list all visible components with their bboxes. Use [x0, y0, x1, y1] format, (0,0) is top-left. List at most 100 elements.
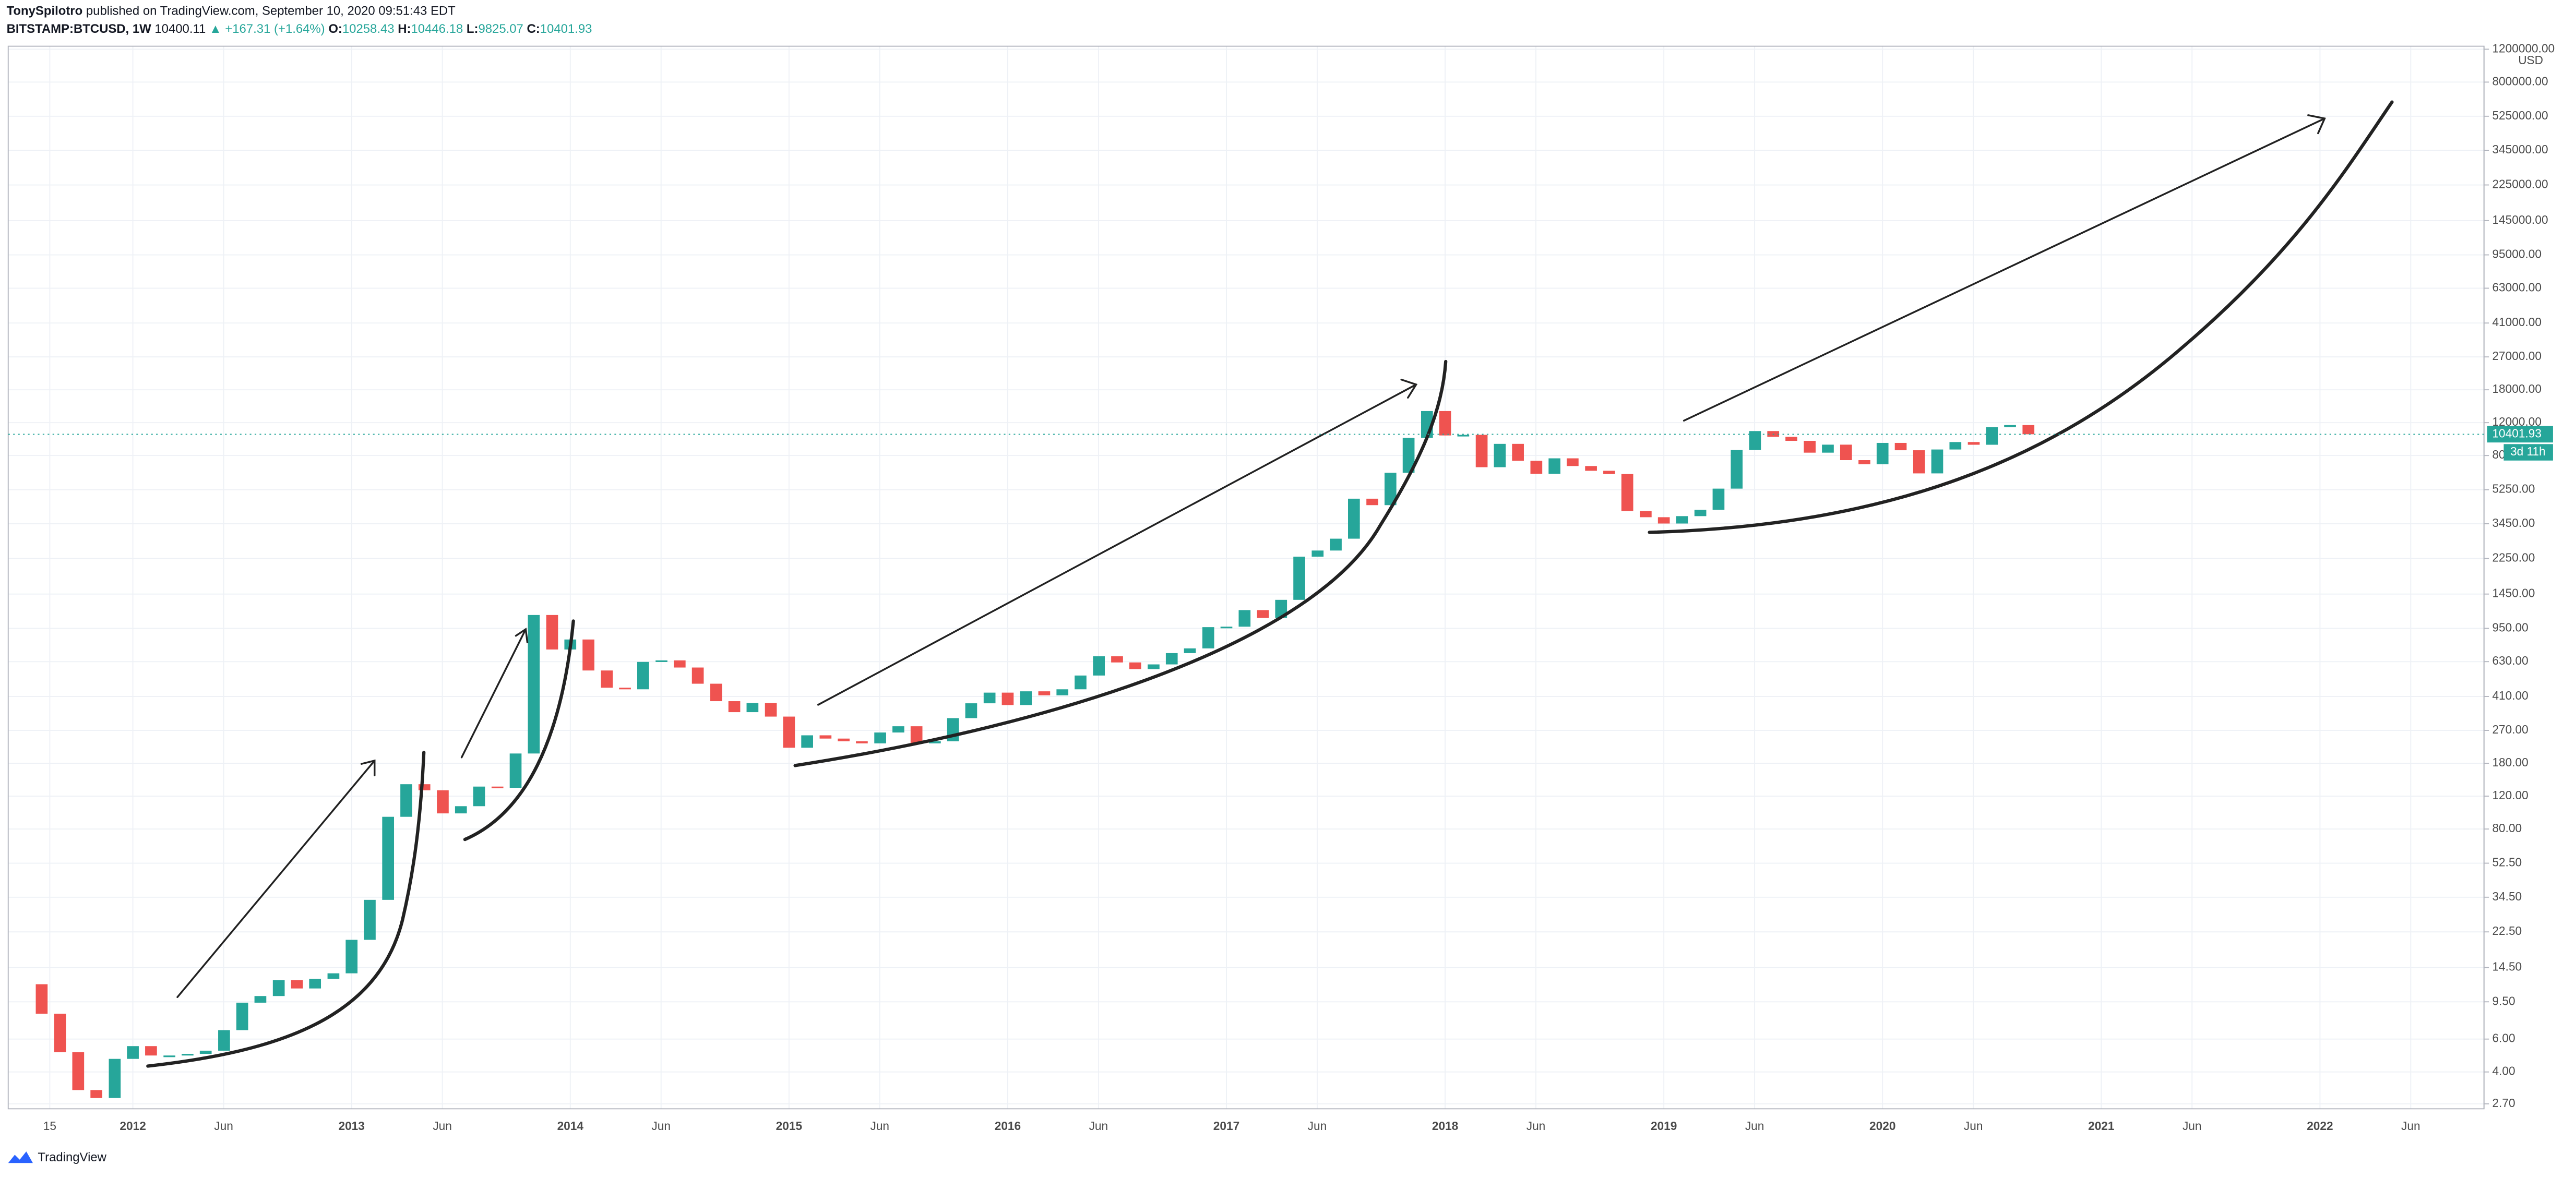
y-tick-label: 225000.00: [2492, 177, 2548, 191]
y-tick-label: 34.50: [2492, 889, 2522, 903]
x-tick-label: Jun: [2183, 1119, 2202, 1133]
candle-body: [1402, 438, 1415, 473]
x-tick-label: 2012: [120, 1119, 146, 1133]
candle-body: [1657, 517, 1670, 524]
arrow: [176, 759, 376, 998]
y-tick-label: 52.50: [2492, 856, 2522, 869]
candle-body: [1548, 458, 1560, 474]
candle-body: [345, 940, 358, 973]
candle-body: [1822, 444, 1834, 453]
candle-body: [364, 899, 376, 940]
y-tick-label: 27000.00: [2492, 349, 2542, 363]
y-tick-label: 41000.00: [2492, 315, 2542, 329]
c-value: 10401.93: [540, 22, 592, 36]
candle-body: [455, 806, 467, 814]
y-tick-label: 63000.00: [2492, 280, 2542, 294]
h-label: H:: [398, 22, 411, 36]
curve: [793, 359, 1448, 767]
y-tick-label: 630.00: [2492, 654, 2528, 667]
x-tick-label: 15: [43, 1119, 56, 1133]
candle-body: [1913, 450, 1925, 474]
x-tick-label: Jun: [1526, 1119, 1546, 1133]
candle-body: [728, 701, 741, 713]
candle-body: [437, 790, 449, 814]
candle-body: [1986, 427, 1998, 445]
l-label: L:: [467, 22, 479, 36]
x-tick-label: Jun: [651, 1119, 671, 1133]
l-value: 9825.07: [478, 22, 523, 36]
candle-body: [673, 660, 686, 668]
candle-body: [90, 1090, 102, 1098]
candle-body: [746, 703, 759, 713]
y-tick-label: 4.00: [2492, 1064, 2515, 1078]
last-price-label: 10401.93: [2492, 426, 2542, 440]
candle-body: [1785, 437, 1797, 441]
candle-body: [1056, 689, 1069, 695]
publisher: TonySpilotro: [7, 4, 83, 18]
candle-body: [1038, 691, 1051, 695]
candle-body: [838, 738, 850, 741]
candle-body: [109, 1059, 121, 1098]
y-tick-label: 9.50: [2492, 994, 2515, 1007]
y-tick-label: 2250.00: [2492, 550, 2535, 564]
arrow: [1683, 114, 2326, 422]
candle-body: [1603, 471, 1615, 474]
x-tick-label: Jun: [1964, 1119, 1983, 1133]
grid: [8, 46, 2484, 1109]
candle-body: [1220, 627, 1233, 629]
y-tick-label: 120.00: [2492, 788, 2528, 802]
candle-body: [1494, 443, 1506, 467]
candle-body: [418, 784, 431, 790]
candle-body: [1129, 662, 1141, 669]
candle-body: [1202, 627, 1214, 648]
candle-body: [1712, 488, 1725, 510]
candle-body: [528, 615, 540, 754]
arrow: [817, 378, 1418, 706]
y-tick-label: 22.50: [2492, 924, 2522, 937]
candle-body: [637, 662, 649, 690]
y-tick-label: 95000.00: [2492, 247, 2542, 261]
countdown: 3d 11h: [2510, 444, 2546, 458]
x-tick-label: Jun: [1745, 1119, 1764, 1133]
arrow: [460, 628, 529, 759]
candle-body: [1257, 610, 1269, 618]
curve: [146, 751, 426, 1068]
candle-body: [819, 735, 832, 739]
y-tick-label: 145000.00: [2492, 213, 2548, 226]
candle-body: [1530, 461, 1543, 474]
y-tick-label: 1200000.00: [2492, 41, 2555, 55]
candle-body: [892, 726, 904, 733]
candle-body: [710, 683, 722, 702]
x-tick-label: 2015: [776, 1119, 802, 1133]
candle-body: [1858, 460, 1870, 464]
y-tick-label: 1450.00: [2492, 586, 2535, 600]
y-tick-label: 180.00: [2492, 755, 2528, 769]
currency: USD: [2518, 53, 2543, 67]
candle-body: [856, 741, 868, 743]
candle-body: [163, 1055, 175, 1057]
candle-body: [1512, 443, 1524, 461]
candle-body: [473, 786, 485, 807]
y-tick-label: 2.70: [2492, 1096, 2515, 1110]
x-tick-label: Jun: [2401, 1119, 2420, 1133]
candle-body: [1894, 442, 1907, 451]
curve: [463, 619, 575, 842]
candle-body: [1694, 510, 1707, 516]
candle-body: [1075, 675, 1087, 690]
candle-body: [254, 996, 267, 1003]
x-tick-label: 2018: [1432, 1119, 1458, 1133]
candle-body: [1020, 691, 1032, 705]
candle-body: [1967, 442, 1980, 445]
candle-body: [509, 753, 522, 788]
published-text: published on TradingView.com, September …: [86, 4, 456, 18]
candle-body: [1148, 664, 1160, 669]
o-label: O:: [328, 22, 342, 36]
candle-body: [145, 1046, 157, 1056]
y-tick-label: 410.00: [2492, 689, 2528, 702]
candle-body: [1384, 473, 1397, 506]
o-value: 10258.43: [342, 22, 395, 36]
curve: [1648, 100, 2394, 534]
candle-body: [1311, 550, 1324, 557]
candle-body: [1348, 498, 1360, 539]
